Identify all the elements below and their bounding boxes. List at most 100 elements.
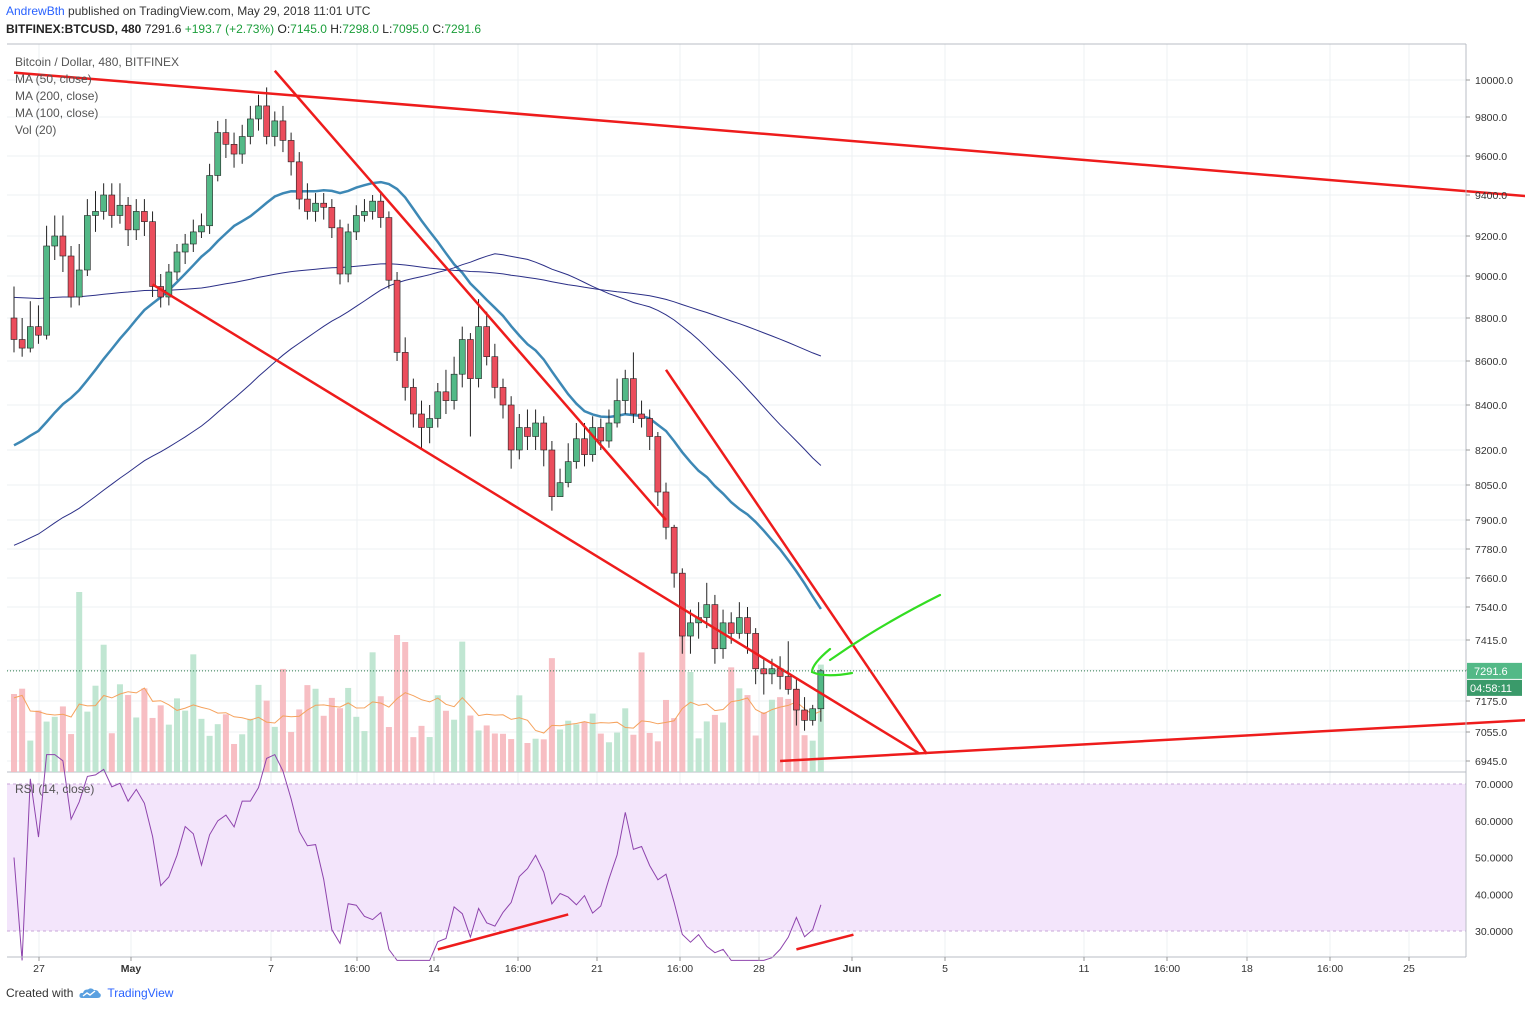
y-tick-label: 8600.0 [1475, 356, 1507, 368]
footer: Created with TradingView [6, 986, 173, 1000]
candle [540, 416, 548, 467]
candle [670, 524, 678, 588]
volume-bar [247, 718, 254, 772]
legend-vol: Vol (20) [15, 123, 57, 137]
candle [214, 120, 222, 182]
x-tick-label: 21 [591, 963, 603, 975]
volume-bar [540, 739, 547, 772]
candle-body [361, 211, 368, 216]
candle-body [369, 200, 376, 212]
candle-body [198, 225, 205, 233]
price-badge-text: 7291.6 [1474, 666, 1508, 678]
volume-bar [410, 737, 417, 772]
candle-body [132, 211, 140, 231]
volume-bar [687, 672, 694, 772]
candle-body [263, 105, 270, 137]
volume-bar [43, 721, 50, 772]
candle [173, 244, 181, 281]
y-tick-label: 7175.0 [1475, 696, 1507, 708]
moving-averages [13, 180, 822, 610]
volume-bar [394, 635, 401, 772]
y-tick-label: 6945.0 [1475, 756, 1507, 768]
candle [328, 199, 336, 238]
candle-body [393, 279, 401, 353]
candle [295, 152, 303, 210]
candle [35, 305, 42, 344]
candle-body [556, 482, 564, 497]
volume-bar [11, 694, 17, 772]
candle-body [165, 271, 173, 298]
close-label: C: [432, 22, 445, 36]
candle-body [678, 572, 686, 637]
x-tick-label: 18 [1241, 963, 1253, 975]
candle [638, 400, 645, 428]
candle-body [214, 132, 222, 176]
volume-bar [198, 718, 205, 772]
candle-body [304, 198, 311, 212]
candle [271, 111, 279, 147]
volume-bar [597, 733, 604, 772]
volume-bar [402, 642, 409, 772]
candle [165, 264, 173, 306]
candle-body [532, 422, 539, 437]
volume-bar [581, 721, 588, 772]
candle [450, 356, 458, 410]
volume-bar [288, 731, 295, 772]
rsi-line [13, 753, 854, 961]
candle [124, 197, 132, 246]
candle-body [442, 391, 450, 401]
candlesticks [10, 87, 825, 731]
candle-body [59, 235, 67, 257]
candle-body [108, 194, 116, 216]
candle-body [344, 231, 352, 275]
volume-bar [271, 726, 278, 772]
volume-bars [11, 592, 824, 772]
rsi-divergence-line-1 [796, 933, 854, 951]
volume-bar [353, 716, 360, 772]
volume-bar [532, 738, 539, 772]
symbol-text: BITFINEX:BTCUSD, 480 [6, 22, 142, 36]
candle-body [141, 211, 148, 222]
volume-bar [141, 688, 148, 772]
candle-body [638, 413, 645, 419]
candle [564, 443, 572, 488]
volume-bar [777, 697, 784, 772]
candle-body [67, 255, 75, 298]
author-link[interactable]: AndrewBth [6, 4, 65, 18]
volume-bar [752, 735, 759, 772]
candle [75, 244, 83, 306]
x-tick-label: 7 [268, 963, 274, 975]
candle [784, 641, 792, 695]
candle [100, 183, 107, 220]
volume-bar [565, 720, 572, 772]
tradingview-brand-link[interactable]: TradingView [79, 986, 173, 1000]
volume-bar [483, 725, 490, 772]
candle-body [475, 326, 482, 379]
candle-body [312, 202, 319, 212]
candle [483, 311, 491, 366]
low-value: 7095.0 [392, 22, 429, 36]
x-tick-label: May [121, 963, 142, 975]
candle-body [190, 231, 197, 245]
candle-body [238, 136, 246, 155]
candle-body [426, 418, 433, 428]
candle [320, 193, 328, 220]
rsi-legend: RSI (14, close) [15, 782, 95, 796]
candle [621, 369, 629, 414]
candle-body [255, 105, 262, 120]
candle-body [116, 204, 124, 216]
volume-bar [320, 715, 327, 772]
candle [809, 704, 817, 726]
volume-bar [149, 717, 156, 772]
candle-body [727, 622, 735, 634]
candle-body [524, 427, 531, 437]
volume-bar [589, 713, 596, 772]
candle [467, 333, 474, 437]
created-with-text: Created with [6, 986, 74, 1000]
volume-bar [736, 688, 743, 772]
candle [255, 94, 262, 131]
symbol-quote-line: BITFINEX:BTCUSD, 480 7291.6 +193.7 (+2.7… [6, 22, 481, 36]
candle [515, 414, 523, 460]
x-tick-label: Jun [843, 963, 862, 975]
